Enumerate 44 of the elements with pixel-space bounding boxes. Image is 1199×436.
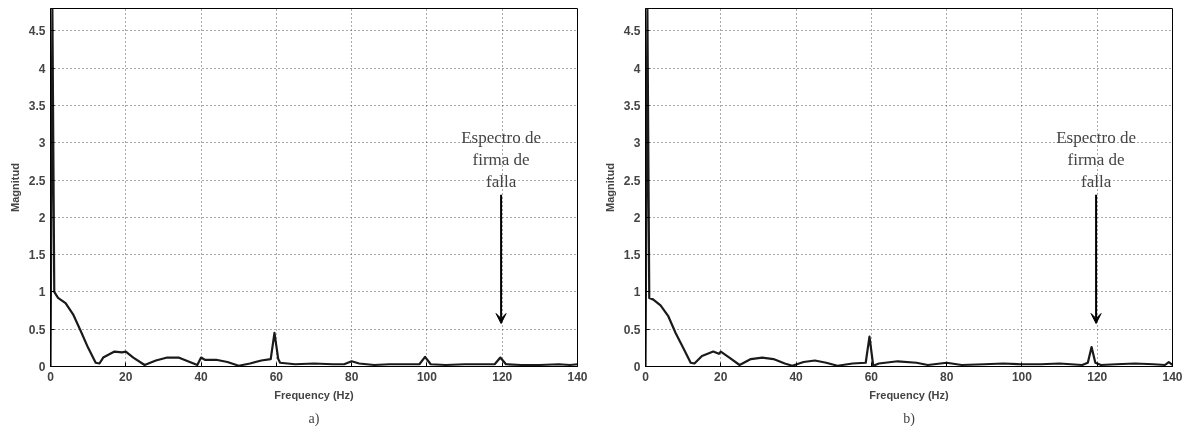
x-tick-label: 40 [194,369,209,384]
x-axis-title: Frequency (Hz) [869,388,950,401]
x-tick-label: 120 [1087,369,1108,384]
x-tick-label: 20 [119,369,133,384]
y-tick-label: 3.5 [623,98,641,113]
annotation: Espectro de firma de falla [461,128,541,191]
x-tick-label: 140 [1162,369,1183,384]
y-tick-label: 2.5 [28,173,46,188]
x-tick-label: 140 [567,369,588,384]
y-tick-label: 3 [633,136,641,151]
y-tick-label: 2 [633,210,641,225]
x-tick-label: 100 [1011,369,1033,384]
y-tick-label: 1.5 [623,248,641,263]
x-tick-label: 100 [416,369,438,384]
y-tick-label: 2.5 [623,173,641,188]
x-tick-label: 80 [939,369,954,384]
y-tick-label: 0.5 [28,322,46,337]
y-tick-label: 4 [633,61,641,76]
y-tick-label: 4.5 [28,24,46,39]
line-series [645,8,1173,367]
x-tick-label: 80 [344,369,359,384]
x-tick-label: 20 [714,369,728,384]
y-tick-label: 2 [38,210,46,225]
x-axis-title: Frequency (Hz) [274,388,355,401]
y-axis-title: Magnitud [603,163,616,212]
x-tick-label: 40 [789,369,804,384]
y-tick-label: 1 [633,285,641,300]
x-tick-label: 60 [864,369,879,384]
y-axis-title: Magnitud [8,163,21,212]
y-tick-label: 4.5 [623,24,641,39]
y-tick-label: 0.5 [623,322,641,337]
y-tick-label: 4 [38,61,46,76]
y-tick-label: 1.5 [28,248,46,263]
x-tick-label: 120 [492,369,513,384]
y-tick-label: 0 [633,360,641,374]
y-tick-label: 1 [38,285,46,300]
text: b) [903,410,916,427]
line-series [50,8,578,367]
y-tick-label: 3.5 [28,98,46,113]
annotation: Espectro de firma de falla [1056,128,1136,191]
y-tick-label: 3 [38,136,46,151]
x-tick-label: 60 [269,369,284,384]
y-tick-label: 0 [38,360,46,374]
text: a) [308,410,320,427]
